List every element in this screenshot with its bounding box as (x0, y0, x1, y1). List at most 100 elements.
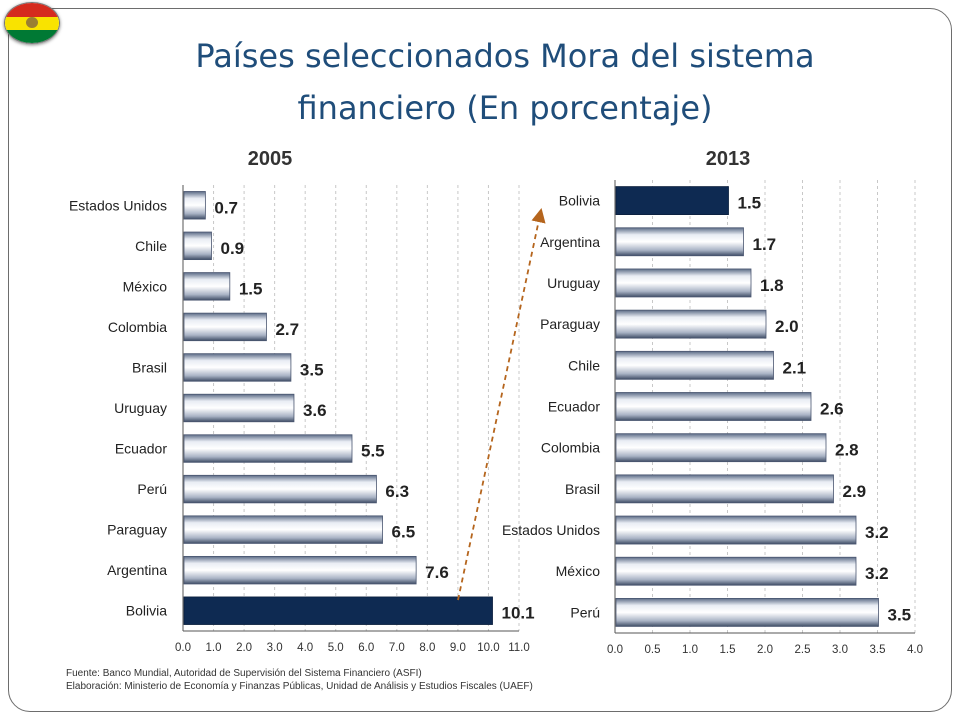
bar (615, 474, 834, 504)
title-line-2: financiero (En porcentaje) (297, 89, 713, 127)
value-label: 3.5 (888, 605, 912, 624)
value-label: 7.6 (425, 563, 449, 582)
category-label: Paraguay (107, 522, 167, 538)
value-label: 6.5 (392, 523, 416, 542)
bar (615, 268, 752, 298)
bar (615, 227, 744, 257)
category-label: Colombia (108, 319, 167, 335)
value-label: 1.5 (239, 279, 263, 298)
x-tick-label: 0.5 (645, 644, 661, 656)
category-label: Ecuador (548, 399, 600, 415)
bar (183, 474, 377, 504)
x-tick-label: 6.0 (358, 642, 374, 654)
bar (615, 186, 729, 215)
bar (615, 350, 774, 380)
slide-frame (8, 8, 952, 712)
category-label: Ecuador (115, 441, 167, 457)
value-label: 2.9 (843, 482, 867, 501)
bar (615, 556, 857, 586)
chart-2013: 2013 0.0 0.5 1.0 1.5 2.0 2.5 3.0 3.5 4.0 Bolivia 1.… (502, 148, 923, 656)
x-tick-label: 0.0 (175, 642, 191, 654)
value-label: 3.2 (865, 564, 889, 583)
x-tick-label: 3.5 (870, 644, 886, 656)
bar (183, 596, 493, 625)
x-tick-label: 3.0 (832, 644, 848, 656)
chart-2005: 2005 0.0 1.0 2.0 3.0 4.0 5.0 6.0 7.0 8.0 9.0 10.0 11… (69, 148, 535, 654)
value-label: 2.7 (275, 320, 299, 339)
x-tick-label: 1.5 (720, 644, 736, 656)
category-label: Perú (137, 481, 167, 497)
x-tick-label: 2.5 (795, 644, 811, 656)
category-label: México (123, 278, 168, 294)
bar (183, 555, 417, 585)
bar (615, 392, 812, 421)
x-tick-label: 1.0 (206, 642, 222, 654)
x-tick-label: 1.0 (682, 644, 698, 656)
value-label: 0.9 (220, 239, 244, 258)
bar (615, 515, 857, 545)
chart-title: 2013 (706, 148, 751, 170)
bar (183, 191, 206, 220)
x-tick-label: 3.0 (267, 642, 283, 654)
category-label: México (556, 563, 601, 579)
x-tick-label: 5.0 (328, 642, 344, 654)
category-label: Chile (135, 238, 167, 254)
footnote-elaboration: Elaboración: Ministerio de Economía y Fi… (66, 681, 533, 692)
value-label: 0.7 (214, 198, 238, 217)
category-label: Perú (570, 604, 600, 620)
category-label: Estados Unidos (502, 522, 600, 538)
value-label: 3.5 (300, 360, 324, 379)
x-tick-label: 4.0 (907, 644, 923, 656)
value-label: 5.5 (361, 442, 385, 461)
bar (615, 309, 767, 339)
value-label: 1.5 (738, 194, 762, 213)
x-tick-label: 10.0 (477, 642, 499, 654)
category-label: Paraguay (540, 316, 600, 332)
value-label: 1.8 (760, 276, 784, 295)
category-label: Brasil (565, 481, 600, 497)
value-label: 2.8 (835, 441, 859, 460)
category-label: Argentina (107, 562, 167, 578)
value-label: 3.2 (865, 523, 889, 542)
x-tick-label: 9.0 (450, 642, 466, 654)
bar (183, 353, 292, 382)
x-tick-label: 0.0 (607, 644, 623, 656)
bar (183, 231, 212, 261)
bar (615, 433, 827, 463)
category-label: Argentina (540, 234, 600, 250)
category-label: Uruguay (547, 275, 600, 291)
x-tick-label: 2.0 (236, 642, 252, 654)
footnote-source: Fuente: Banco Mundial, Autoridad de Supe… (66, 668, 422, 679)
category-label: Uruguay (114, 400, 167, 416)
category-label: Bolivia (559, 193, 600, 209)
value-label: 2.6 (820, 400, 844, 419)
value-label: 2.1 (783, 358, 807, 377)
bar (183, 393, 295, 423)
x-tick-label: 7.0 (389, 642, 405, 654)
trend-arrow (457, 207, 546, 601)
category-label: Chile (568, 357, 600, 373)
value-label: 1.7 (753, 235, 777, 254)
value-label: 10.1 (502, 604, 535, 623)
category-label: Estados Unidos (69, 197, 167, 213)
bar (183, 272, 231, 301)
bar (183, 312, 267, 342)
x-tick-label: 2.0 (757, 644, 773, 656)
category-label: Colombia (541, 440, 600, 456)
title-line-1: Países seleccionados Mora del sistema (195, 37, 815, 75)
value-label: 2.0 (775, 317, 799, 336)
slide-title: Países seleccionados Mora del sistema fi… (80, 30, 930, 134)
bar (615, 598, 879, 627)
x-tick-label: 4.0 (297, 642, 313, 654)
chart-title: 2005 (248, 148, 293, 170)
x-tick-label: 8.0 (419, 642, 435, 654)
bolivia-flag-icon (4, 2, 60, 44)
value-label: 6.3 (385, 482, 409, 501)
value-label: 3.6 (303, 401, 327, 420)
category-label: Brasil (132, 359, 167, 375)
bar (183, 515, 383, 544)
bar (183, 434, 353, 463)
x-tick-label: 11.0 (508, 642, 530, 654)
category-label: Bolivia (126, 603, 167, 619)
